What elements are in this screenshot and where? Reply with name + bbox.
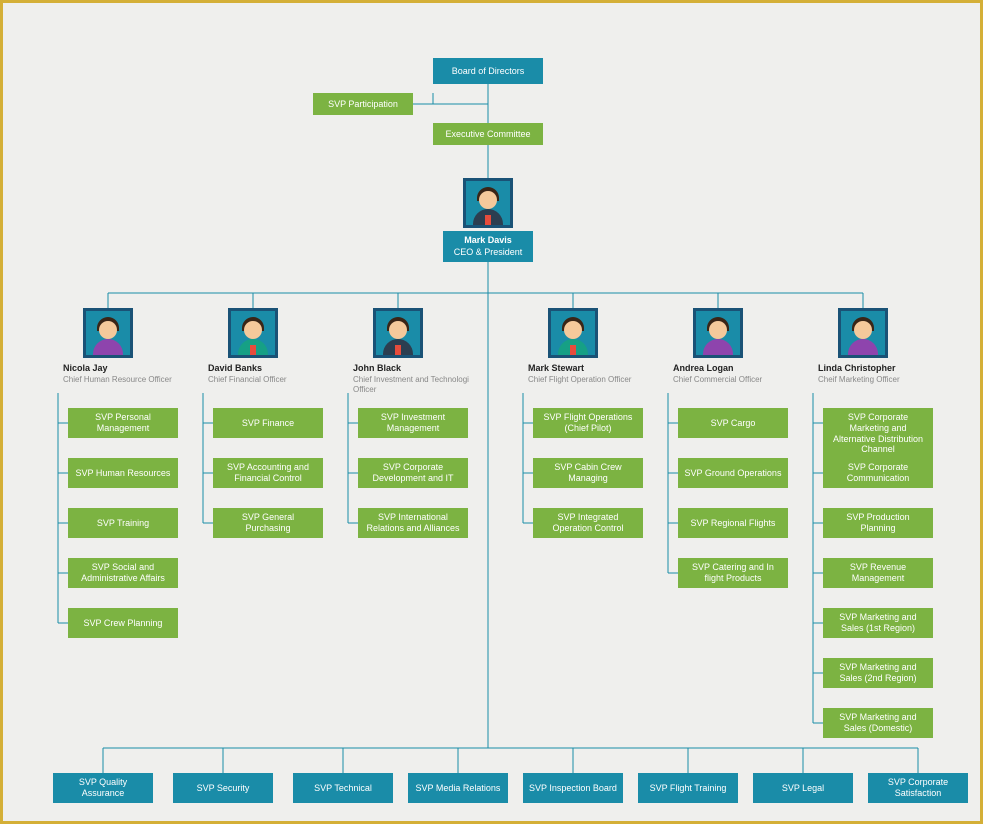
dept-box-1-2: SVP General Purchasing xyxy=(213,508,323,538)
ceo-label: Mark Davis CEO & President xyxy=(443,231,533,262)
exec-title-4: Chief Commercial Officer xyxy=(673,375,793,385)
dept-box-5-1: SVP Corporate Communication xyxy=(823,458,933,488)
dept-box-1-1: SVP Accounting and Financial Control xyxy=(213,458,323,488)
dept-box-2-0: SVP Investment Management xyxy=(358,408,468,438)
exec-name-1: David Banks xyxy=(208,363,328,375)
dept-box-0-3: SVP Social and Administrative Affairs xyxy=(68,558,178,588)
exec-label-2: John BlackChief Investment and Technolog… xyxy=(353,363,473,395)
dept-box-0-1: SVP Human Resources xyxy=(68,458,178,488)
exec-name-4: Andrea Logan xyxy=(673,363,793,375)
dept-box-4-2: SVP Regional Flights xyxy=(678,508,788,538)
bottom-box-4: SVP Inspection Board xyxy=(523,773,623,803)
exec-name-5: Linda Christopher xyxy=(818,363,938,375)
exec-avatar-5 xyxy=(838,308,888,358)
bottom-box-6: SVP Legal xyxy=(753,773,853,803)
dept-box-0-2: SVP Training xyxy=(68,508,178,538)
dept-box-0-0: SVP Personal Management xyxy=(68,408,178,438)
exec-title-1: Chief Financial Officer xyxy=(208,375,328,385)
dept-box-2-2: SVP International Relations and Alliance… xyxy=(358,508,468,538)
dept-box-5-3: SVP Revenue Management xyxy=(823,558,933,588)
exec-avatar-2 xyxy=(373,308,423,358)
dept-box-5-2: SVP Production Planning xyxy=(823,508,933,538)
dept-box-3-0: SVP Flight Operations (Chief Pilot) xyxy=(533,408,643,438)
exec-label-0: Nicola JayChief Human Resource Officer xyxy=(63,363,183,385)
exec-label-4: Andrea LoganChief Commercial Officer xyxy=(673,363,793,385)
exec-avatar-3 xyxy=(548,308,598,358)
dept-box-5-6: SVP Marketing and Sales (Domestic) xyxy=(823,708,933,738)
dept-box-4-0: SVP Cargo xyxy=(678,408,788,438)
bottom-box-0: SVP Quality Assurance xyxy=(53,773,153,803)
svp-participation-box: SVP Participation xyxy=(313,93,413,115)
bottom-box-5: SVP Flight Training xyxy=(638,773,738,803)
exec-name-3: Mark Stewart xyxy=(528,363,648,375)
dept-box-3-2: SVP Integrated Operation Control xyxy=(533,508,643,538)
ceo-name: Mark Davis xyxy=(453,235,523,247)
dept-box-5-5: SVP Marketing and Sales (2nd Region) xyxy=(823,658,933,688)
dept-box-5-4: SVP Marketing and Sales (1st Region) xyxy=(823,608,933,638)
dept-box-4-1: SVP Ground Operations xyxy=(678,458,788,488)
ceo-title: CEO & President xyxy=(453,247,523,259)
exec-avatar-4 xyxy=(693,308,743,358)
exec-name-0: Nicola Jay xyxy=(63,363,183,375)
exec-name-2: John Black xyxy=(353,363,473,375)
bottom-box-3: SVP Media Relations xyxy=(408,773,508,803)
exec-title-3: Chief Flight Operation Officer xyxy=(528,375,648,385)
ceo-avatar xyxy=(463,178,513,228)
dept-box-0-4: SVP Crew Planning xyxy=(68,608,178,638)
bottom-box-2: SVP Technical xyxy=(293,773,393,803)
exec-avatar-1 xyxy=(228,308,278,358)
board-of-directors-box: Board of Directors xyxy=(433,58,543,84)
dept-box-5-0: SVP Corporate Marketing and Alternative … xyxy=(823,408,933,459)
exec-title-0: Chief Human Resource Officer xyxy=(63,375,183,385)
bottom-box-1: SVP Security xyxy=(173,773,273,803)
exec-label-5: Linda ChristopherCheif Marketing Officer xyxy=(818,363,938,385)
dept-box-1-0: SVP Finance xyxy=(213,408,323,438)
exec-avatar-0 xyxy=(83,308,133,358)
exec-title-2: Chief Investment and Technologi Officer xyxy=(353,375,473,396)
dept-box-4-3: SVP Catering and In flight Products xyxy=(678,558,788,588)
exec-label-1: David BanksChief Financial Officer xyxy=(208,363,328,385)
org-chart-canvas: Board of Directors SVP Participation Exe… xyxy=(3,3,980,821)
dept-box-3-1: SVP Cabin Crew Managing xyxy=(533,458,643,488)
executive-committee-box: Executive Committee xyxy=(433,123,543,145)
bottom-box-7: SVP Corporate Satisfaction xyxy=(868,773,968,803)
exec-title-5: Cheif Marketing Officer xyxy=(818,375,938,385)
dept-box-2-1: SVP Corporate Development and IT xyxy=(358,458,468,488)
exec-label-3: Mark StewartChief Flight Operation Offic… xyxy=(528,363,648,385)
